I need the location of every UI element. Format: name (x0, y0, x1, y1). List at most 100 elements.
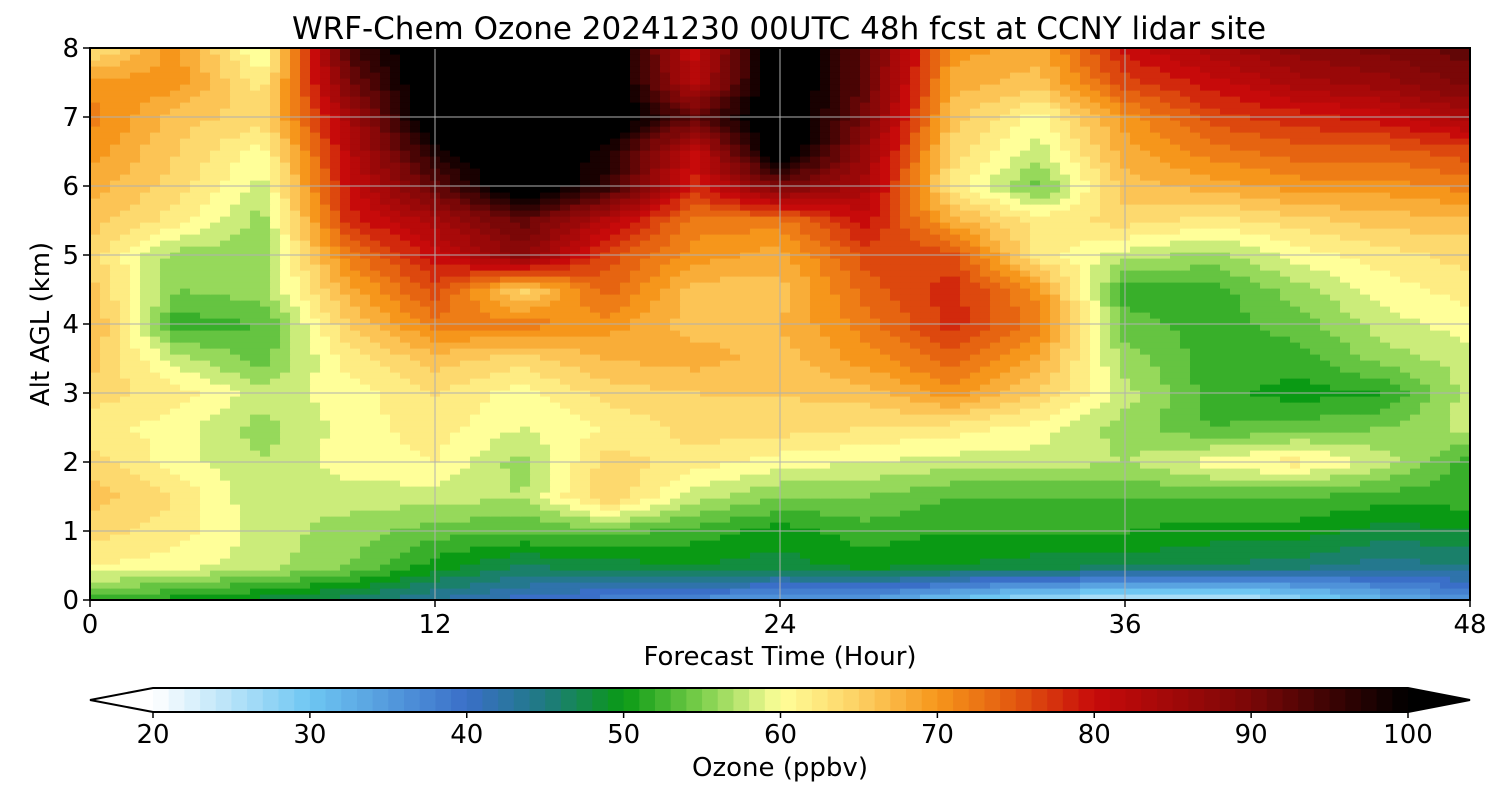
heat-cell (270, 450, 281, 457)
heat-cell (730, 540, 741, 547)
heat-cell (330, 378, 341, 385)
heat-cell (510, 558, 521, 565)
heat-cell (570, 492, 581, 499)
heat-cell (1310, 522, 1321, 529)
heat-cell (1180, 540, 1191, 547)
heat-cell (130, 540, 141, 547)
heat-cell (480, 396, 491, 403)
heat-cell (150, 462, 161, 469)
heat-cell (1430, 432, 1441, 439)
heat-cell (500, 588, 511, 595)
heat-cell (1240, 534, 1251, 541)
heat-cell (710, 480, 721, 487)
heat-cell (1370, 420, 1381, 427)
heat-cell (410, 546, 421, 553)
heat-cell (210, 588, 221, 595)
heat-cell (630, 552, 641, 559)
heat-cell (1160, 474, 1171, 481)
heat-cell (460, 438, 471, 445)
heat-cell (340, 462, 351, 469)
heat-cell (730, 504, 741, 511)
heat-cell (380, 462, 391, 469)
heat-cell (550, 570, 561, 577)
heat-cell (400, 468, 411, 475)
heat-cell (760, 468, 771, 475)
heat-cell (1210, 558, 1221, 565)
heat-cell (1000, 534, 1011, 541)
heat-cell (680, 594, 691, 600)
heat-cell (1340, 402, 1351, 409)
heat-cell (160, 438, 171, 445)
heat-cell (660, 594, 671, 600)
heat-cell (1270, 492, 1281, 499)
heat-cell (750, 486, 761, 493)
heat-cell (1300, 462, 1311, 469)
heat-cell (760, 450, 771, 457)
heat-cell (450, 384, 461, 391)
heat-cell (670, 504, 681, 511)
heat-cell (320, 564, 331, 571)
heat-cell (940, 594, 951, 600)
heat-cell (480, 510, 491, 517)
heat-cell (770, 498, 781, 505)
heat-cell (360, 450, 371, 457)
heat-cell (870, 558, 881, 565)
heat-cell (580, 492, 591, 499)
heat-cell (1410, 420, 1421, 427)
heat-cell (1190, 408, 1201, 415)
heat-cell (620, 408, 631, 415)
heat-cell (960, 438, 971, 445)
heat-cell (750, 570, 761, 577)
heat-cell (160, 444, 171, 451)
heat-cell (160, 384, 171, 391)
heat-cell (490, 564, 501, 571)
heat-cell (480, 432, 491, 439)
heat-cell (1030, 552, 1041, 559)
heat-cell (1170, 456, 1181, 463)
heat-cell (1160, 408, 1171, 415)
heat-cell (360, 408, 371, 415)
heat-cell (690, 420, 701, 427)
heat-cell (460, 498, 471, 505)
heat-cell (880, 564, 891, 571)
heat-cell (900, 522, 911, 529)
heat-cell (490, 540, 501, 547)
heat-cell (230, 492, 241, 499)
heat-cell (440, 450, 451, 457)
heat-cell (270, 504, 281, 511)
heat-cell (940, 432, 951, 439)
heat-cell (120, 564, 131, 571)
heat-cell (620, 474, 631, 481)
heat-cell (390, 522, 401, 529)
heat-cell (1170, 438, 1181, 445)
heat-cell (330, 588, 341, 595)
heat-cell (210, 498, 221, 505)
heat-cell (640, 486, 651, 493)
heat-cell (1330, 516, 1341, 523)
heat-cell (1460, 414, 1470, 421)
heat-cell (280, 444, 291, 451)
heat-cell (1110, 396, 1121, 403)
heat-cell (770, 582, 781, 589)
heat-cell (530, 588, 541, 595)
heat-cell (370, 546, 381, 553)
heat-cell (1220, 558, 1231, 565)
heat-cell (390, 546, 401, 553)
heat-cell (480, 582, 491, 589)
heat-cell (540, 438, 551, 445)
heat-cell (600, 408, 611, 415)
heat-cell (1450, 450, 1461, 457)
heat-cell (940, 546, 951, 553)
heat-cell (650, 492, 661, 499)
heat-cell (140, 552, 151, 559)
heat-cell (1220, 582, 1231, 589)
heat-cell (590, 414, 601, 421)
heat-cell (420, 534, 431, 541)
heat-cell (310, 564, 321, 571)
heat-cell (520, 432, 531, 439)
heat-cell (1370, 570, 1381, 577)
heat-cell (980, 450, 991, 457)
heat-cell (1450, 570, 1461, 577)
heat-cell (1180, 420, 1191, 427)
heat-cell (1280, 486, 1291, 493)
